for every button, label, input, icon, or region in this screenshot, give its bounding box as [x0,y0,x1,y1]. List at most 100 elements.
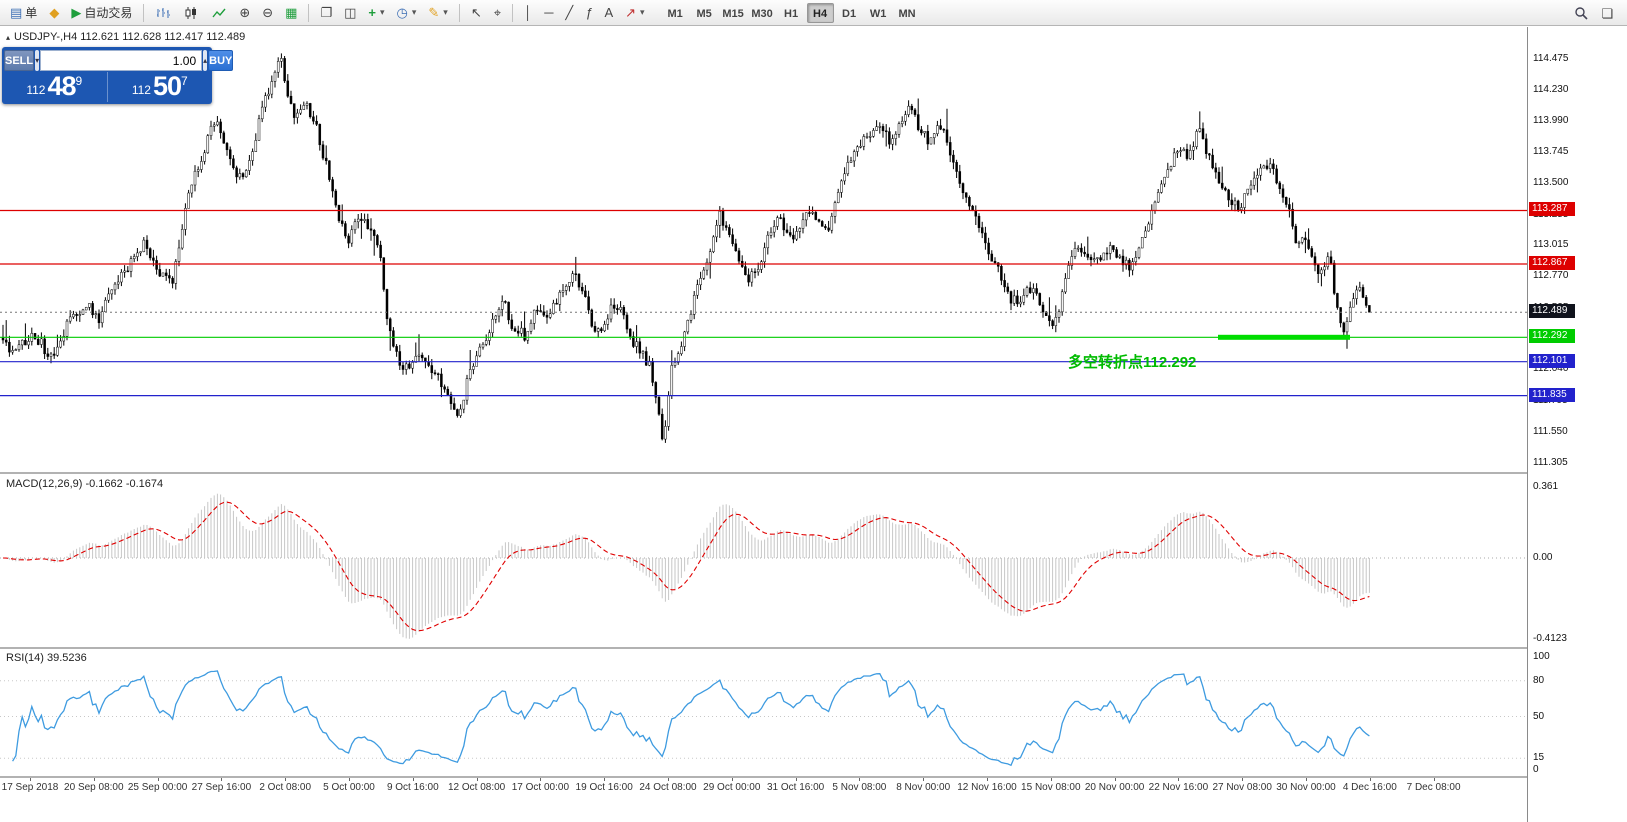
candle-body [1067,265,1070,279]
styles-button[interactable]: ✎ ▾ [423,2,452,24]
candle-body [1070,256,1074,266]
profiles-button[interactable]: ◷ ▾ [392,2,422,24]
candle-body [1076,247,1080,250]
support-highlight-segment[interactable] [1218,334,1350,340]
timeframe-button-D1[interactable]: D1 [842,7,857,20]
time-axis-tick [412,778,414,781]
timeframe-button-W1[interactable]: W1 [869,7,887,20]
panel-toggle-button[interactable]: ❏ [1596,2,1618,24]
candle-body [1016,295,1019,305]
candle-body [532,309,536,324]
time-axis-tick [859,778,861,781]
buy-price[interactable]: 112 50 7 [106,72,213,102]
candle-body [1022,295,1026,303]
volume-dropdown-button[interactable]: ▾ [35,50,40,71]
timeframe-button-H1[interactable]: H1 [784,7,799,20]
sell-price[interactable]: 112 48 9 [2,72,107,102]
candle-body [1329,256,1333,264]
panel-divider[interactable] [0,472,1627,474]
horizontal-line-tool-button[interactable]: ─ [539,2,558,24]
zoom-out-button[interactable]: ⊖ [257,2,278,24]
vertical-line-icon: │ [524,5,533,20]
volume-input[interactable] [40,50,203,71]
symbol-search-button[interactable] [1569,2,1594,24]
timeframe-button-M1[interactable]: M1 [667,7,683,20]
candle-body [510,319,514,329]
toolbox-button[interactable]: ◆ [44,2,64,24]
vertical-line-tool-button[interactable]: │ [519,2,537,24]
autotrade-play-icon: ▶ [71,5,82,20]
timeframe-button-M30[interactable]: M30 [751,7,773,20]
candle-body [308,103,312,118]
candle-body [238,173,242,178]
sell-button[interactable]: SELL [4,50,35,71]
autotrade-button[interactable]: ▶ 自动交易 [66,2,137,24]
candle-body [315,120,318,125]
candle-body [1163,176,1166,185]
bar-chart-button[interactable] [150,2,176,24]
fibonacci-tool-button[interactable]: ƒ [580,2,597,24]
tile-windows-button[interactable]: ▦ [280,2,302,24]
candlestick-chart-button[interactable] [178,2,204,24]
line-chart-button[interactable] [206,2,232,24]
panel-divider[interactable] [0,776,1627,778]
candle-body [1032,288,1035,293]
candle-body [46,353,50,357]
volume-up-button[interactable]: ▴ [203,50,208,71]
candle-body [1012,295,1016,304]
candle-body [248,160,251,171]
candle-body [526,331,530,341]
panel-divider[interactable] [0,647,1627,649]
candle-body [1272,163,1275,170]
time-axis-tick [221,778,223,781]
timeframe-button-M5[interactable]: M5 [696,7,712,20]
candle-body [395,346,398,352]
timeframe-button-MN[interactable]: MN [898,7,916,20]
candle-body [993,260,997,264]
line-chart-icon [212,8,226,17]
zoom-in-button[interactable]: ⊕ [234,2,255,24]
candle-body [948,142,952,156]
buy-button[interactable]: BUY [208,50,234,71]
candle-body [1185,149,1189,159]
candle-body [987,242,990,255]
timeframe-button-M15[interactable]: M15 [722,7,744,20]
candle-body [203,152,206,162]
arrows-tool-button[interactable]: ↗ ▾ [620,2,649,24]
candle-body [587,296,590,311]
new-order-button[interactable]: ▤ 单 [5,2,42,24]
time-axis-label: 31 Oct 16:00 [766,782,825,793]
time-axis[interactable]: 17 Sep 2018 20 Sep 08:00 25 Sep 00:00 27 Se… [0,778,1527,822]
candle-body [548,313,552,318]
tile-horizontal-button[interactable]: ◫ [339,2,361,24]
autotrade-label: 自动交易 [84,6,133,20]
candle-body [984,232,987,244]
price-scale-column[interactable]: 114.475 114.230 113.990 113.745 113.500 113.2… [1527,27,1627,822]
macd-indicator-label: MACD(12,26,9) -0.1662 -0.1674 [6,478,164,490]
candle-body [296,112,299,118]
crosshair-tool-button[interactable]: ⌖ [489,2,506,24]
candle-body [65,320,69,337]
candle-body [1227,189,1230,201]
cascade-windows-button[interactable]: ❐ [315,2,337,24]
timeframe-button-H4[interactable]: H4 [806,2,834,23]
candle-body [340,220,344,224]
macd-panel[interactable] [0,474,1527,647]
time-axis-label: 19 Oct 16:00 [575,782,633,793]
candle-body [891,138,894,145]
new-chart-button[interactable]: + ▾ [363,2,389,24]
price-chart[interactable] [0,27,1527,473]
candle-body [734,243,738,252]
cursor-tool-button[interactable]: ↖ [466,2,487,24]
time-axis-tick [1242,778,1244,781]
horizontal-line-icon: ─ [544,5,554,20]
trendline-tool-button[interactable]: ╱ [560,2,578,24]
text-tool-button[interactable]: A [599,2,618,24]
time-axis-label: 12 Oct 08:00 [447,782,506,793]
candle-body [1083,251,1086,255]
buy-price-sup: 7 [181,74,188,88]
candle-body [251,151,254,161]
rsi-panel[interactable] [0,649,1527,776]
candle-body [219,121,222,134]
candle-body [472,366,475,370]
